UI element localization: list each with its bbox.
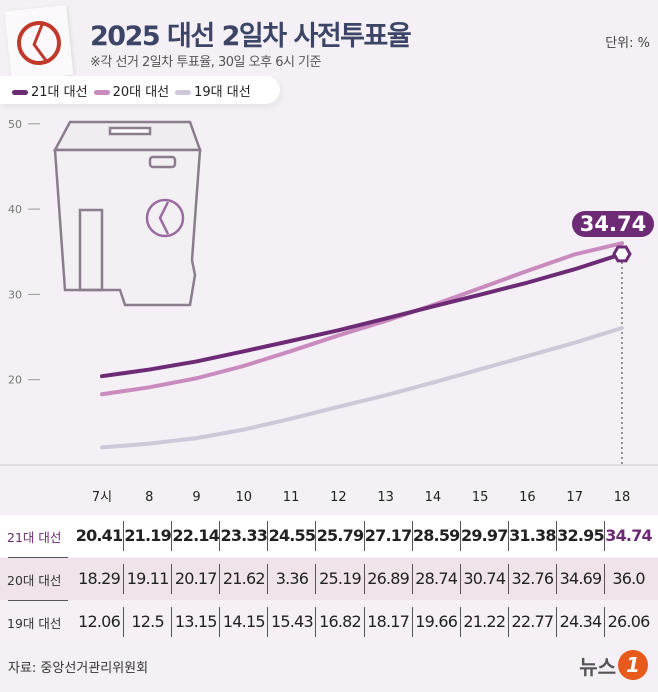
legend-label: 19대 대선 xyxy=(194,84,251,100)
table-cell: 23.33 xyxy=(219,521,268,551)
callout-value: 34.74 xyxy=(580,212,646,236)
line-chart: 20 30 40 50 7시 8 9 10 11 12 13 14 15 16 17 18 34.74 xyxy=(0,118,658,505)
brand-number: 1 xyxy=(618,650,648,680)
y-tick-label: 30 xyxy=(8,288,22,301)
x-tick-label: 14 xyxy=(425,490,442,505)
table-cell: 32.95 xyxy=(555,521,605,551)
legend-label: 20대 대선 xyxy=(112,84,170,100)
table-cell: 12.5 xyxy=(123,607,171,637)
table-cell: 16.82 xyxy=(315,607,363,637)
table-cell: 13.15 xyxy=(171,607,219,637)
legend-swatch xyxy=(93,89,110,95)
table-cell: 18.29 xyxy=(78,569,121,588)
table-cell: 18.17 xyxy=(363,607,412,637)
x-tick-label: 18 xyxy=(614,490,631,505)
table-cell: 19.66 xyxy=(411,607,460,637)
page-title: 2025 대선 2일차 사전투표율 xyxy=(90,21,412,52)
row-label: 20대 대선 xyxy=(7,572,62,588)
table-cell: 15.43 xyxy=(267,607,315,637)
brand-text: 뉴스 xyxy=(579,654,616,679)
x-tick-label: 16 xyxy=(519,490,536,505)
table-cell: 20.41 xyxy=(75,526,123,545)
row-label: 19대 대선 xyxy=(7,615,62,631)
x-tick-label: 8 xyxy=(145,490,153,505)
table-cell: 27.17 xyxy=(363,521,412,551)
table-cell: 28.59 xyxy=(411,521,460,551)
table-cell: 22.14 xyxy=(171,521,220,551)
table-cell: 29.97 xyxy=(459,521,508,551)
table-cell: 22.77 xyxy=(507,607,556,637)
unit-label: 단위: % xyxy=(605,36,650,51)
table-cell: 21.62 xyxy=(219,564,267,594)
y-tick-label: 20 xyxy=(8,374,22,387)
news1-logo: 뉴스 1 xyxy=(579,650,648,680)
table-cell: 34.69 xyxy=(555,564,604,594)
legend-item: 21대 대선 xyxy=(12,81,88,100)
table-cell: 20.17 xyxy=(171,564,219,594)
table-cell: 32.76 xyxy=(507,564,556,594)
table-cell: 34.74 xyxy=(604,521,653,551)
table-row: 21대 대선 20.41 21.19 22.14 23.33 24.55 25.79 27.1… xyxy=(0,515,658,557)
table-cell: 31.38 xyxy=(507,521,557,551)
table-cell: 26.06 xyxy=(604,607,652,637)
ballot-box-illustration xyxy=(52,120,202,307)
legend-label: 21대 대선 xyxy=(31,84,88,100)
end-marker xyxy=(612,245,632,263)
table-cell: 14.15 xyxy=(219,607,267,637)
data-table: 21대 대선 20.41 21.19 22.14 23.33 24.55 25.79 27.1… xyxy=(0,515,658,643)
legend-item: 20대 대선 xyxy=(93,81,170,100)
table-cell: 3.36 xyxy=(267,564,315,594)
x-tick-label: 13 xyxy=(377,490,394,505)
y-tick-label: 40 xyxy=(8,203,22,216)
table-cell: 26.89 xyxy=(363,564,412,594)
source-note: 자료: 중앙선거관리위원회 xyxy=(8,661,149,676)
table-cell: 21.22 xyxy=(459,607,508,637)
series-line-1 xyxy=(100,241,624,397)
ballot-stamp-logo xyxy=(4,4,74,82)
row-label: 21대 대선 xyxy=(7,529,62,545)
table-row: 20대 대선 18.29 19.11 20.17 21.62 3.36 25.19 26.89… xyxy=(0,558,658,600)
x-tick-label: 12 xyxy=(330,490,347,505)
table-cell: 25.79 xyxy=(315,521,364,551)
x-tick-label: 9 xyxy=(192,490,200,505)
vote-stamp-icon xyxy=(17,21,61,65)
x-tick-label: 15 xyxy=(472,490,489,505)
legend: 21대 대선 20대 대선 19대 대선 xyxy=(0,76,280,104)
table-cell: 12.06 xyxy=(78,612,121,631)
legend-swatch xyxy=(12,89,28,95)
x-tick-label: 11 xyxy=(283,490,300,505)
table-cell: 25.19 xyxy=(315,564,363,594)
legend-swatch xyxy=(175,89,192,95)
table-cell: 36.0 xyxy=(604,564,652,594)
table-cell: 21.19 xyxy=(123,521,172,551)
y-tick-label: 50 xyxy=(8,118,22,131)
x-tick-label: 17 xyxy=(566,490,583,505)
callout-badge xyxy=(572,211,654,237)
table-cell: 24.34 xyxy=(555,607,604,637)
table-row: 19대 대선 12.06 12.5 13.15 14.15 15.43 16.82 18.17… xyxy=(0,601,658,643)
x-tick-label: 7시 xyxy=(92,490,112,505)
table-cell: 28.74 xyxy=(411,564,460,594)
table-cell: 19.11 xyxy=(123,564,171,594)
table-cell: 24.55 xyxy=(267,521,316,551)
subtitle: ※각 선거 2일차 투표율, 30일 오후 6시 기준 xyxy=(90,55,321,70)
series-line-2 xyxy=(100,326,624,450)
legend-item: 19대 대선 xyxy=(175,81,251,100)
table-cell: 30.74 xyxy=(459,564,508,594)
series-line-0 xyxy=(100,251,624,379)
x-tick-label: 10 xyxy=(236,490,253,505)
